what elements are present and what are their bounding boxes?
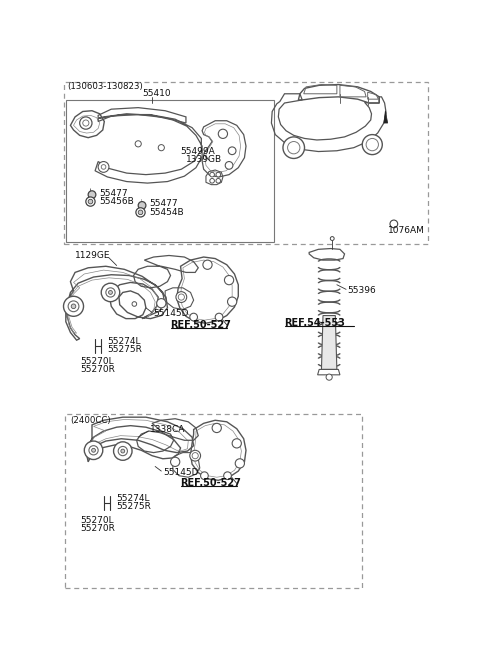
Circle shape — [362, 135, 382, 155]
Circle shape — [101, 165, 106, 169]
Circle shape — [118, 446, 127, 456]
Circle shape — [225, 276, 234, 285]
Circle shape — [114, 442, 132, 460]
Circle shape — [156, 298, 166, 308]
Circle shape — [201, 472, 208, 480]
Circle shape — [80, 117, 92, 129]
Circle shape — [235, 459, 244, 468]
Text: REF.50-527: REF.50-527 — [170, 320, 231, 330]
Text: 55270R: 55270R — [81, 365, 115, 374]
Circle shape — [92, 448, 96, 452]
Circle shape — [89, 446, 98, 455]
Text: 55454B: 55454B — [150, 208, 184, 217]
Circle shape — [190, 313, 197, 321]
Circle shape — [228, 297, 237, 306]
Text: 55477: 55477 — [150, 199, 179, 208]
Text: 55274L: 55274L — [108, 337, 141, 346]
Circle shape — [136, 208, 145, 217]
Circle shape — [98, 162, 109, 172]
Circle shape — [101, 283, 120, 302]
Circle shape — [68, 301, 79, 312]
Text: 55499A: 55499A — [180, 147, 216, 156]
Circle shape — [106, 288, 115, 297]
Circle shape — [135, 141, 141, 147]
Circle shape — [192, 453, 198, 459]
Circle shape — [88, 190, 96, 198]
Circle shape — [224, 472, 231, 480]
Circle shape — [176, 292, 187, 302]
Text: 55275R: 55275R — [117, 502, 152, 511]
Circle shape — [210, 178, 215, 183]
Circle shape — [225, 162, 233, 169]
Text: (2400CC): (2400CC) — [71, 416, 111, 425]
Text: 55270L: 55270L — [81, 516, 114, 525]
Circle shape — [178, 294, 184, 300]
Circle shape — [83, 120, 89, 126]
Circle shape — [203, 260, 212, 269]
Text: 1339GB: 1339GB — [186, 155, 222, 164]
Circle shape — [283, 137, 304, 159]
Polygon shape — [322, 316, 337, 370]
Circle shape — [71, 304, 76, 308]
Circle shape — [212, 424, 221, 433]
Circle shape — [170, 458, 180, 466]
Text: 1338CA: 1338CA — [150, 425, 185, 434]
Text: REF.54-553: REF.54-553 — [285, 318, 346, 328]
Polygon shape — [384, 111, 388, 123]
Text: 55270R: 55270R — [81, 523, 115, 533]
Text: 55396: 55396 — [348, 286, 376, 296]
Circle shape — [326, 374, 332, 380]
Text: 55477: 55477 — [100, 188, 128, 198]
Text: 55410: 55410 — [142, 89, 171, 99]
Circle shape — [190, 450, 201, 461]
Circle shape — [215, 313, 223, 321]
Text: 55275R: 55275R — [108, 345, 142, 354]
Circle shape — [158, 145, 164, 151]
Text: 55145D: 55145D — [163, 468, 198, 477]
Text: REF.50-527: REF.50-527 — [180, 478, 241, 488]
Circle shape — [232, 439, 241, 448]
Text: 55274L: 55274L — [117, 494, 150, 503]
Circle shape — [84, 441, 103, 460]
Circle shape — [86, 197, 95, 206]
Text: (130603-130823): (130603-130823) — [67, 81, 143, 91]
Text: 55145D: 55145D — [154, 310, 189, 318]
Circle shape — [138, 202, 146, 209]
Circle shape — [216, 178, 221, 183]
Text: 55456B: 55456B — [100, 197, 134, 206]
Circle shape — [88, 199, 93, 204]
Circle shape — [330, 236, 334, 240]
Circle shape — [138, 210, 143, 214]
Circle shape — [108, 290, 112, 294]
Text: 1129GE: 1129GE — [75, 251, 110, 260]
Circle shape — [228, 147, 236, 155]
Circle shape — [218, 129, 228, 139]
Circle shape — [63, 296, 84, 316]
Circle shape — [210, 172, 215, 177]
Circle shape — [132, 302, 137, 306]
Circle shape — [288, 141, 300, 154]
Circle shape — [366, 139, 378, 151]
Circle shape — [216, 172, 221, 177]
Circle shape — [121, 449, 125, 453]
Circle shape — [390, 220, 398, 228]
Text: 1076AM: 1076AM — [388, 226, 425, 235]
Text: 55270L: 55270L — [81, 357, 114, 366]
